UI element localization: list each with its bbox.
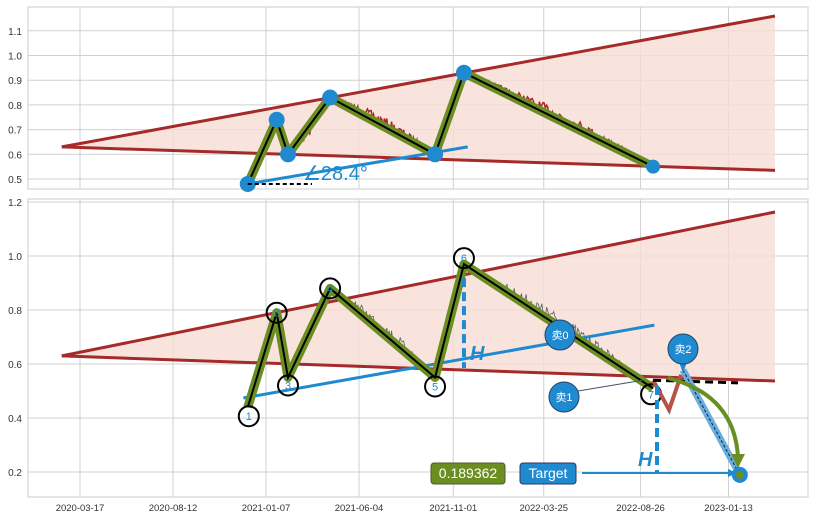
angle-label: ∠28.4° [303,163,368,185]
pivot-circle [237,405,260,428]
pivot-circle [424,375,447,398]
sell-signal-label: 卖2 [674,343,691,356]
curved-arrow [667,376,740,459]
triangle-fill [61,15,776,171]
x-tick-label: 2023-01-13 [704,503,753,514]
y-tick-label: 0.9 [8,76,22,87]
y-tick-label: 1.0 [8,52,22,63]
height-label: H [470,343,485,365]
x-tick-label: 2021-01-07 [242,503,291,514]
sell-signal-label: 卖1 [555,391,572,404]
x-tick-label: 2021-11-01 [429,503,477,514]
sell-signal-marker [548,381,580,413]
pivot-label: 4 [327,283,333,295]
upper-trendline [61,210,776,358]
y-tick-label: 0.6 [8,150,22,161]
pivot-marker [455,64,472,81]
x-tick-label: 2020-03-17 [56,503,105,514]
x-tick-label: 2022-03-25 [519,503,568,514]
pivot-marker [427,146,444,163]
triangle-fill [61,211,776,382]
target-value-box [430,462,506,485]
sell-signal-label: 卖0 [551,329,568,342]
top-panel: 0.5 0.6 0.7 0.8 0.9 1.0 1.1 ∠28.4° [8,6,809,192]
sell-signal-marker [667,333,699,365]
target-box [519,462,577,485]
y-tick-label: 1.1 [8,27,22,38]
pivot-circle [265,301,288,324]
y-tick-label: 0.6 [8,360,22,371]
curved-arrow-head [731,454,745,468]
sell-signal-marker [544,319,576,351]
sell1-pointer [577,379,645,392]
x-axis: 2020-03-17 2020-08-12 2021-01-07 2021-06-04… [56,503,753,514]
breakout-extension [653,378,739,385]
target-label: Target [529,465,568,481]
pivot-label: 1 [246,411,252,423]
upper-trendline [61,14,776,149]
y-tick-label: 0.5 [8,175,22,186]
pivot-circle [452,247,475,270]
target-marker-core [735,470,744,479]
y-tick-label: 0.2 [8,468,22,479]
pattern-zigzag-core [246,262,654,408]
pivot-circle [319,277,342,300]
x-tick-label: 2020-08-12 [149,503,198,514]
y-tick-label: 0.4 [8,414,22,425]
y-tick-label: 0.7 [8,126,22,137]
sell2-pointer [679,362,687,373]
y-tick-label: 1.2 [8,198,22,209]
pivot-label: 3 [285,381,291,393]
pivot-label: 5 [432,382,438,394]
y-tick-label: 0.8 [8,306,22,317]
pivot-circle [277,374,300,397]
bottom-panel: 0.2 0.4 0.6 0.8 1.0 1.2 1 2 3 4 5 6 7 H H 0.189362 Targe… [8,198,809,498]
target-value: 0.189362 [439,465,498,481]
pivot-label: 6 [461,253,467,265]
pivot-label: 7 [648,389,654,401]
pivot-marker [322,89,339,106]
x-tick-label: 2021-06-04 [335,503,384,514]
projected-height-label: H [638,449,653,471]
pivot-marker [280,146,297,163]
y-tick-label: 0.8 [8,101,22,112]
x-tick-label: 2022-08-26 [616,503,665,514]
pivot-label: 2 [274,308,280,320]
pivot-marker [646,159,661,174]
y-tick-label: 1.0 [8,252,22,263]
pivot-marker [268,111,285,128]
support-line [243,323,655,400]
